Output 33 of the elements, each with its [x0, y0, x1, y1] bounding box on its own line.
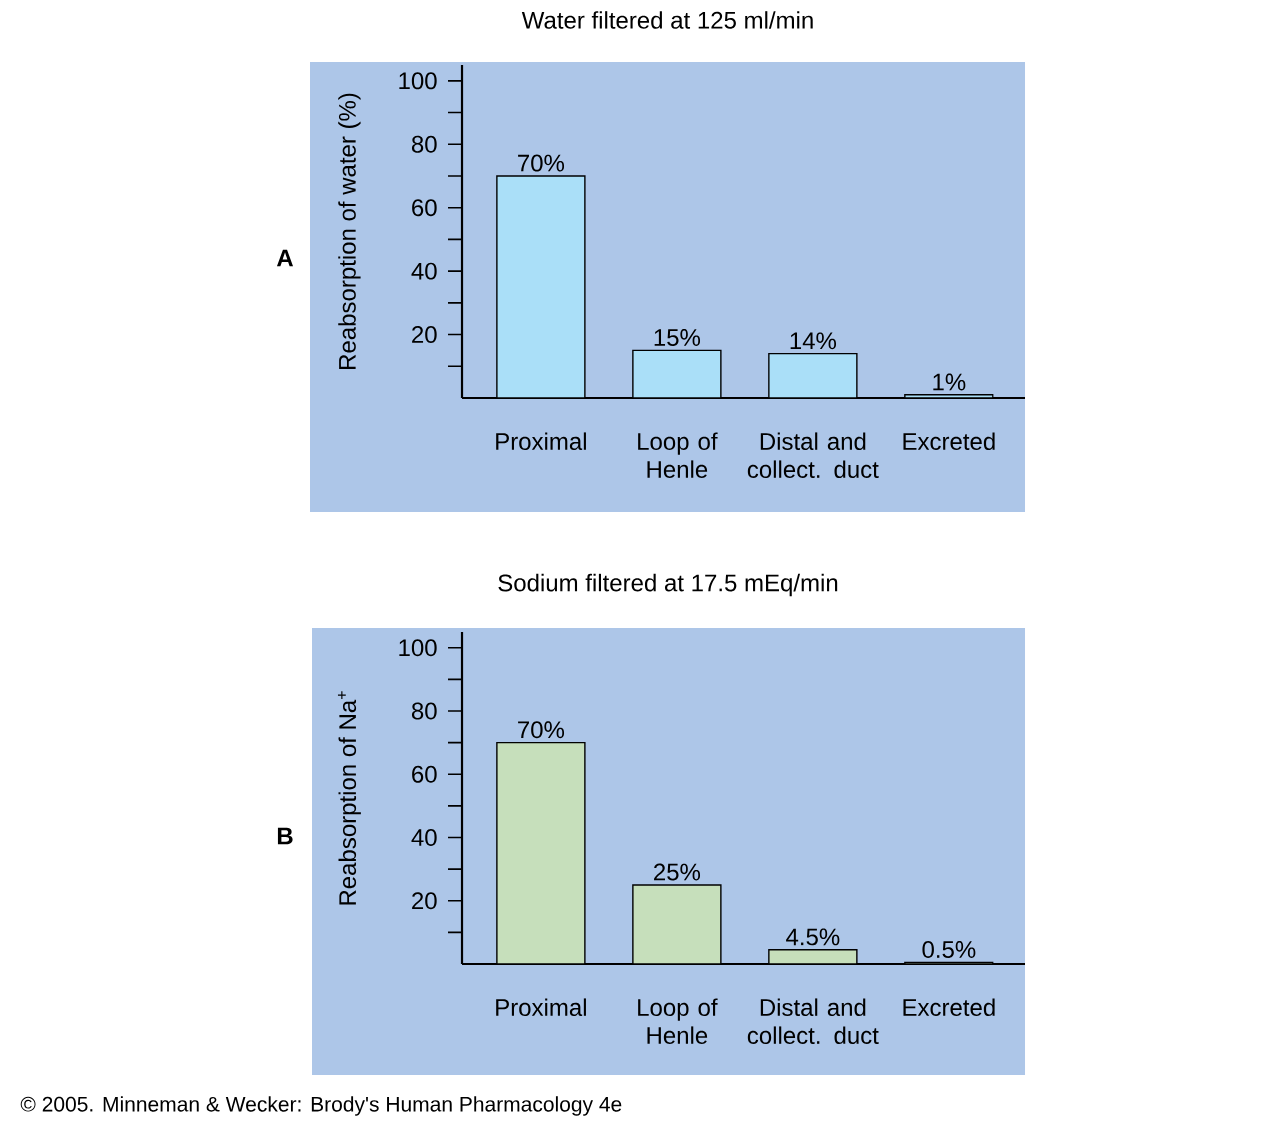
data-label: 70% — [518, 721, 565, 739]
chart-title: Sodium filtered at 17.5 mEq/min — [498, 573, 838, 597]
text: © 2005. Minneman & Wecker: Brody's Human Pharmacology 4e — [20, 1096, 622, 1116]
data-label: 14% — [790, 332, 837, 350]
y-tick-label: 100 — [399, 72, 437, 90]
x-tick-label: Excreted — [903, 432, 995, 451]
y-axis-title: Reabsorption of water (%) — [338, 93, 361, 370]
y-tick-label: 80 — [411, 702, 437, 720]
x-tick-label: Excreted — [903, 998, 995, 1017]
x-tick-label: Proximal — [496, 432, 586, 451]
y-tick-label: 40 — [411, 262, 437, 280]
x-tick-label: Proximal — [496, 998, 586, 1017]
x-tick-label: Loop of Henle — [638, 432, 718, 479]
y-tick-label: 20 — [412, 892, 437, 910]
y-tick-label: 100 — [399, 639, 437, 657]
y-tick-label: 40 — [411, 829, 437, 847]
text: B — [277, 827, 293, 845]
y-tick-label: 20 — [412, 326, 437, 344]
data-label: 70% — [518, 154, 565, 172]
text: A — [276, 249, 294, 267]
data-label: 1% — [933, 373, 966, 391]
data-label: 25% — [654, 863, 701, 881]
data-label: 15% — [654, 329, 701, 347]
data-label: 4.5% — [786, 928, 840, 946]
y-tick-label: 60 — [412, 199, 437, 217]
data-label: 0.5% — [922, 941, 976, 959]
x-tick-label: Distal and collect. duct — [747, 998, 879, 1045]
y-axis-title: Reabsorption of Na$^{+}$ — [337, 691, 361, 905]
y-tick-label: 80 — [411, 135, 437, 153]
x-tick-label: Distal and collect. duct — [747, 432, 879, 479]
chart-title: Water filtered at 125 ml/min — [521, 11, 813, 29]
x-tick-label: Loop of Henle — [638, 998, 718, 1045]
y-tick-label: 60 — [412, 765, 437, 783]
